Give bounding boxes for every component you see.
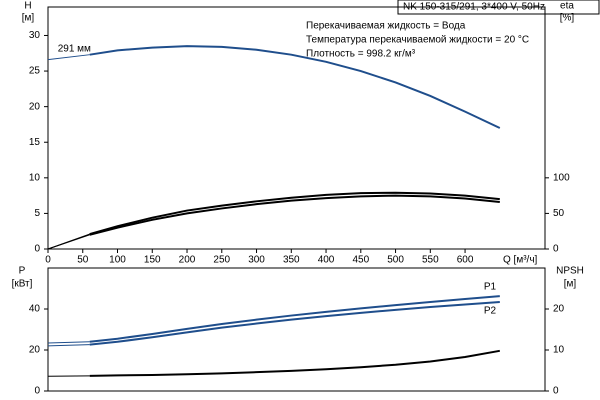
curve	[47, 234, 90, 250]
curve	[89, 295, 500, 343]
y-tick-label: 10	[29, 172, 41, 183]
curve	[47, 344, 90, 347]
y-tick-label: 0	[34, 244, 40, 255]
curve	[89, 301, 500, 346]
y-tick-label: 30	[29, 30, 41, 41]
x-tick-label: 350	[283, 255, 300, 266]
curve	[89, 194, 500, 236]
y-tick-label: 15	[29, 137, 41, 148]
y2-axis-label: eta	[560, 1, 574, 12]
y-tick-label: 5	[34, 208, 40, 219]
curve	[47, 341, 90, 344]
y2-tick-label: 0	[553, 244, 559, 255]
x-tick-label: 0	[45, 255, 51, 266]
series-label: 291 мм	[58, 43, 91, 54]
y2-axis-unit: [%]	[560, 13, 575, 24]
x-tick-label: 150	[144, 255, 161, 266]
y2-tick-label: 50	[553, 208, 565, 219]
condition: Температура перекачиваемой жидкости = 20…	[306, 35, 529, 46]
condition: Перекачиваемая жидкость = Вода	[306, 21, 466, 32]
curve	[47, 54, 90, 61]
x-tick-label: 600	[457, 255, 474, 266]
x-tick-label: 450	[352, 255, 369, 266]
y-axis-unit: [м]	[22, 13, 35, 24]
series-label: P2	[484, 306, 497, 317]
x-tick-label: 200	[179, 255, 196, 266]
x-tick-label: 500	[387, 255, 404, 266]
x-tick-label: 400	[318, 255, 335, 266]
x-axis-label: Q [м³/ч]	[503, 255, 538, 266]
y-tick-label: 0	[34, 386, 40, 397]
y-axis-unit: [кВт]	[12, 279, 33, 290]
y2-tick-label: 100	[553, 172, 570, 183]
x-tick-label: 50	[77, 255, 89, 266]
y2-axis-label: NPSH	[556, 266, 584, 277]
x-tick-label: 300	[248, 255, 265, 266]
curve	[89, 349, 500, 377]
curve	[89, 45, 501, 129]
plot-frame	[47, 267, 546, 392]
y-tick-label: 20	[29, 345, 41, 356]
x-tick-label: 250	[213, 255, 230, 266]
y-tick-label: 40	[29, 304, 41, 315]
y2-tick-label: 20	[553, 304, 565, 315]
x-tick-label: 100	[109, 255, 126, 266]
plot-frame	[47, 6, 546, 250]
y-tick-label: 25	[29, 66, 41, 77]
curve	[89, 191, 500, 236]
y2-tick-label: 10	[553, 345, 565, 356]
condition: Плотность = 998.2 кг/м³	[306, 49, 416, 60]
x-tick-label: 550	[422, 255, 439, 266]
y2-axis-unit: [м]	[564, 279, 577, 290]
y-tick-label: 20	[29, 101, 41, 112]
series-label: P1	[484, 282, 497, 293]
y2-tick-label: 0	[553, 386, 559, 397]
y-axis-label: P	[19, 266, 26, 277]
y-axis-label: H	[24, 1, 31, 12]
